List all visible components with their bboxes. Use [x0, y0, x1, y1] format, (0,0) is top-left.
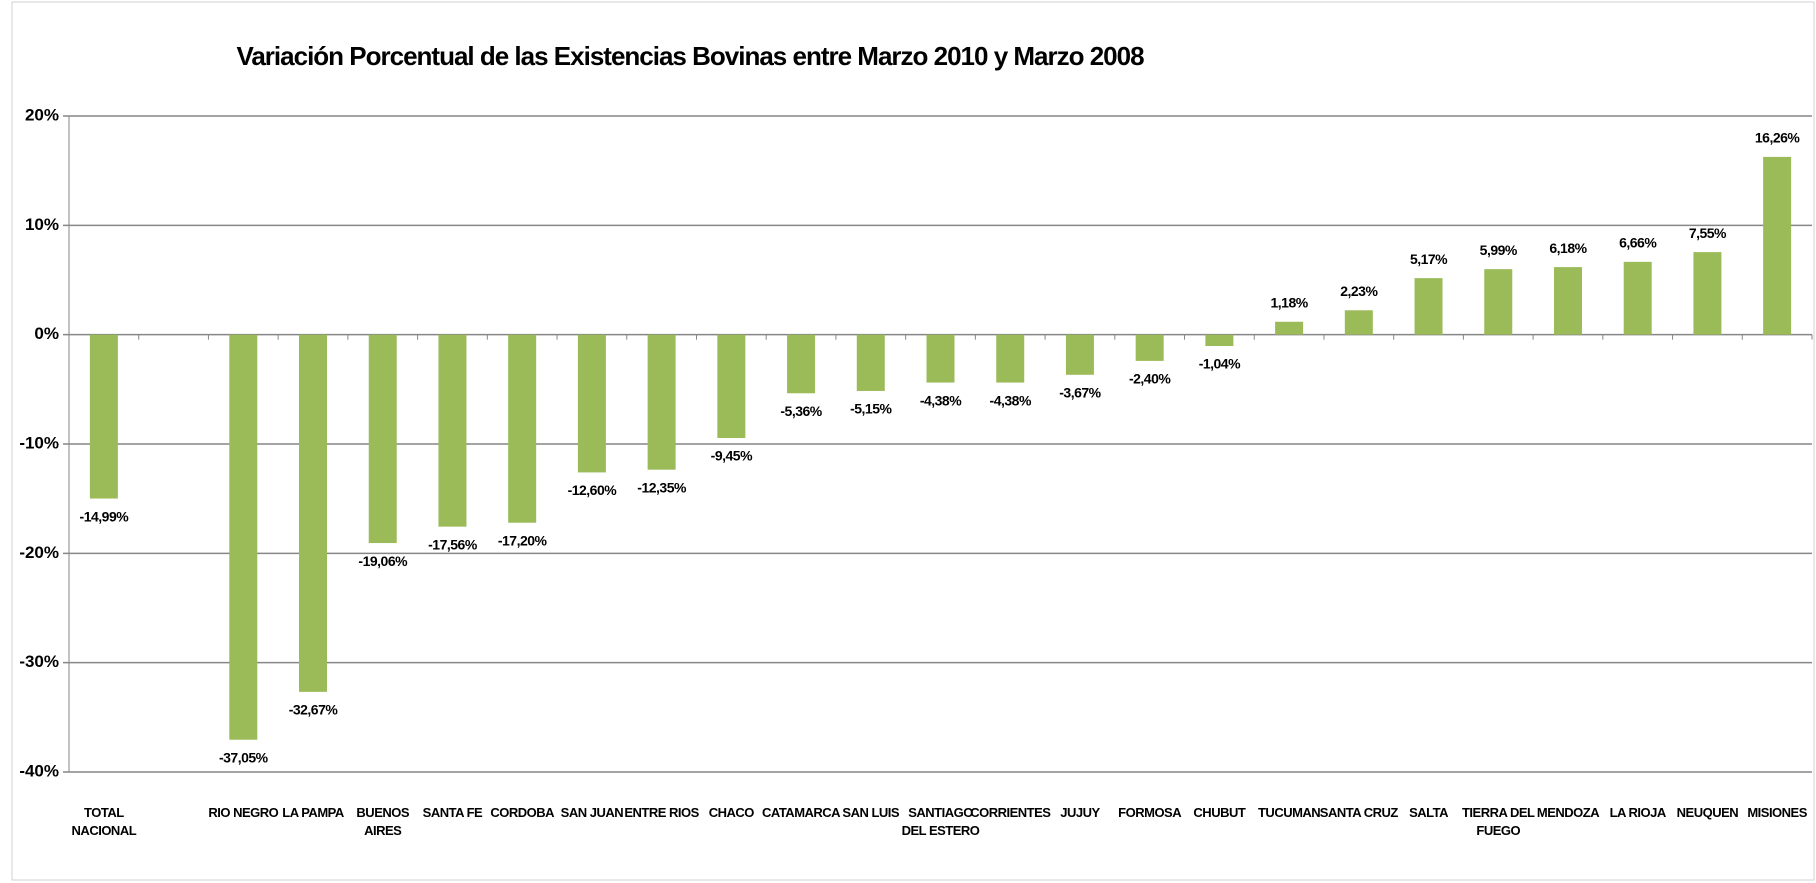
x-tick-label: CORDOBA	[490, 805, 554, 820]
x-tick-label: CORRIENTES	[970, 805, 1051, 820]
x-tick-label: LA PAMPA	[282, 805, 344, 820]
value-label: 6,66%	[1619, 235, 1657, 251]
x-tick-label: TOTAL NACIONAL	[71, 805, 137, 838]
x-tick-label: NEUQUEN	[1676, 805, 1739, 820]
x-tick-label: RIO NEGRO	[208, 805, 279, 820]
x-tick-label: MISIONES	[1747, 805, 1807, 820]
bar	[577, 334, 606, 473]
x-tick-label: SANTIAGO DEL ESTERO	[901, 805, 980, 838]
bar	[1693, 252, 1722, 335]
bar	[1205, 334, 1234, 347]
bar	[89, 334, 118, 499]
value-label: -4,38%	[990, 392, 1032, 408]
bar	[1414, 278, 1443, 335]
value-label: 16,26%	[1755, 130, 1801, 146]
chart-border	[11, 1, 1815, 881]
x-tick-label: SANTA FE	[422, 805, 483, 820]
value-label: -17,20%	[498, 532, 548, 548]
value-label: 5,99%	[1480, 242, 1518, 258]
value-label: -3,67%	[1059, 384, 1101, 400]
bar	[1065, 334, 1094, 375]
value-label: -32,67%	[289, 702, 339, 718]
bar	[368, 334, 397, 544]
value-label: -5,36%	[780, 403, 822, 419]
value-label: -4,38%	[920, 392, 962, 408]
x-tick-label: ENTRE RIOS	[624, 805, 699, 820]
y-tick-label: -20%	[19, 543, 59, 562]
x-tick-label: TUCUMAN	[1257, 805, 1321, 820]
y-tick-label: -30%	[19, 652, 59, 671]
bar	[1553, 267, 1582, 335]
x-tick-label: FORMOSA	[1118, 805, 1182, 820]
y-tick-label: -10%	[19, 433, 59, 452]
bar	[1484, 269, 1513, 335]
bar	[1763, 156, 1792, 335]
bar	[1135, 334, 1164, 361]
bar	[229, 334, 258, 740]
bar	[787, 334, 816, 394]
y-tick-label: 20%	[25, 105, 59, 124]
value-label: 7,55%	[1689, 225, 1727, 241]
x-tick-label: MENDOZA	[1536, 805, 1600, 820]
x-tick-label: SANTA CRUZ	[1319, 805, 1399, 820]
x-tick-label: SAN LUIS	[842, 805, 900, 820]
x-tick-label: LA RIOJA	[1609, 805, 1667, 820]
bar	[647, 334, 676, 470]
value-label: -14,99%	[80, 508, 130, 524]
bar	[438, 334, 467, 527]
value-label: 5,17%	[1410, 251, 1448, 267]
bar	[1623, 261, 1652, 335]
bar	[856, 334, 885, 391]
x-tick-label: JUJUY	[1060, 805, 1100, 820]
y-tick-label: 10%	[25, 215, 59, 234]
y-tick-label: -40%	[19, 761, 59, 780]
value-label: -19,06%	[358, 553, 408, 569]
value-label: -12,60%	[568, 482, 618, 498]
x-tick-label: CHACO	[708, 805, 755, 820]
x-tick-label: BUENOS AIRES	[356, 805, 410, 838]
bar	[926, 334, 955, 383]
value-label: -12,35%	[637, 479, 687, 495]
x-tick-label: CHUBUT	[1193, 805, 1246, 820]
y-tick-label: 0%	[34, 324, 59, 343]
value-label: -37,05%	[219, 749, 269, 765]
value-label: -1,04%	[1199, 356, 1241, 372]
x-tick-label: SAN JUAN	[560, 805, 624, 820]
value-label: -2,40%	[1129, 371, 1171, 387]
value-label: -9,45%	[711, 448, 753, 464]
bar	[1275, 321, 1304, 335]
value-label: -17,56%	[428, 536, 478, 552]
bar	[508, 334, 537, 523]
x-tick-label: SALTA	[1409, 805, 1448, 820]
value-label: 6,18%	[1549, 240, 1587, 256]
value-label: 1,18%	[1270, 294, 1308, 310]
bar	[996, 334, 1025, 383]
value-label: 2,23%	[1340, 283, 1378, 299]
bar	[1344, 310, 1373, 335]
bar	[717, 334, 746, 438]
x-tick-label: CATAMARCA	[762, 805, 841, 820]
bar	[299, 334, 328, 692]
chart-title: Variación Porcentual de las Existencias …	[236, 41, 1144, 71]
x-tick-label: TIERRA DEL FUEGO	[1461, 805, 1535, 838]
value-label: -5,15%	[850, 401, 892, 417]
